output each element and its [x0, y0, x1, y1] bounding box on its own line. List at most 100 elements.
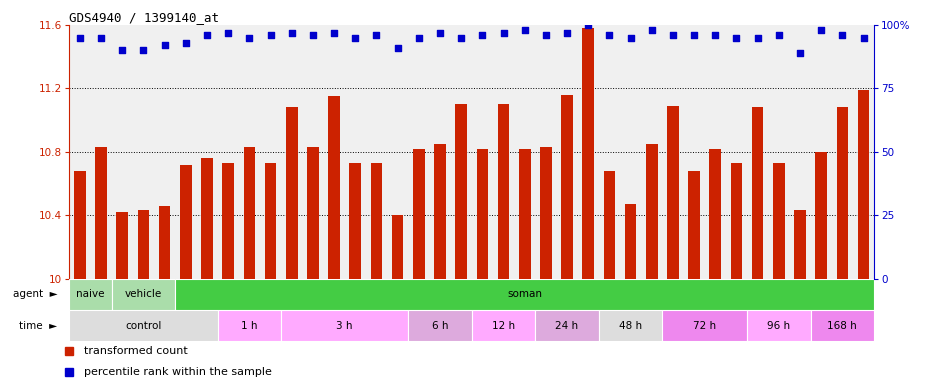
Bar — [795, 210, 806, 279]
Bar — [112, 279, 175, 310]
Bar — [434, 144, 446, 279]
Text: 48 h: 48 h — [619, 321, 642, 331]
Text: GDS4940 / 1399140_at: GDS4940 / 1399140_at — [69, 11, 219, 24]
Bar — [69, 279, 112, 310]
Bar — [752, 108, 763, 279]
Point — [793, 50, 808, 56]
Bar — [561, 95, 573, 279]
Bar — [815, 152, 827, 279]
Text: agent  ►: agent ► — [13, 289, 57, 299]
Bar — [350, 163, 361, 279]
Point — [200, 32, 215, 38]
Bar — [455, 104, 467, 279]
Text: 1 h: 1 h — [241, 321, 258, 331]
Point — [242, 35, 257, 41]
Bar — [265, 163, 277, 279]
Bar — [74, 171, 86, 279]
Bar — [371, 163, 382, 279]
Bar — [598, 310, 662, 341]
Bar — [624, 204, 636, 279]
Bar — [217, 310, 281, 341]
Bar — [408, 310, 472, 341]
Bar — [662, 310, 747, 341]
Text: percentile rank within the sample: percentile rank within the sample — [84, 367, 272, 377]
Point — [369, 32, 384, 38]
Point — [645, 27, 660, 33]
Point — [771, 32, 786, 38]
Text: control: control — [125, 321, 162, 331]
Text: 168 h: 168 h — [828, 321, 857, 331]
Bar — [519, 149, 531, 279]
Bar — [667, 106, 679, 279]
Bar — [69, 310, 217, 341]
Point — [327, 30, 341, 36]
Text: 6 h: 6 h — [432, 321, 449, 331]
Point — [348, 35, 363, 41]
Bar — [180, 164, 191, 279]
Bar — [731, 163, 742, 279]
Bar — [604, 171, 615, 279]
Bar — [836, 108, 848, 279]
Text: 3 h: 3 h — [337, 321, 353, 331]
Bar — [328, 96, 339, 279]
Bar — [117, 212, 129, 279]
Text: time  ►: time ► — [19, 321, 57, 331]
Point — [581, 22, 596, 28]
Text: transformed count: transformed count — [84, 346, 188, 356]
Text: 12 h: 12 h — [492, 321, 515, 331]
Bar — [95, 147, 107, 279]
Bar — [476, 149, 488, 279]
Point — [93, 35, 108, 41]
Text: 72 h: 72 h — [693, 321, 716, 331]
Bar — [773, 163, 784, 279]
Text: 96 h: 96 h — [767, 321, 790, 331]
Bar — [536, 310, 598, 341]
Bar — [281, 310, 408, 341]
Point — [857, 35, 871, 41]
Point — [538, 32, 553, 38]
Point — [835, 32, 850, 38]
Point — [750, 35, 765, 41]
Bar — [472, 310, 536, 341]
Point — [454, 35, 469, 41]
Point — [284, 30, 299, 36]
Bar — [202, 158, 213, 279]
Point — [157, 42, 172, 48]
Bar — [159, 206, 170, 279]
Point — [623, 35, 638, 41]
Point — [412, 35, 426, 41]
Text: soman: soman — [507, 289, 542, 299]
Bar — [540, 147, 551, 279]
Point — [475, 32, 489, 38]
Bar — [222, 163, 234, 279]
Point — [221, 30, 236, 36]
Point — [729, 35, 744, 41]
Point — [263, 32, 278, 38]
Point — [115, 47, 130, 53]
Point — [136, 47, 151, 53]
Point — [665, 32, 680, 38]
Point — [72, 35, 87, 41]
Bar — [583, 28, 594, 279]
Text: 24 h: 24 h — [556, 321, 579, 331]
Bar — [286, 108, 298, 279]
Bar — [810, 310, 874, 341]
Point — [305, 32, 320, 38]
Text: vehicle: vehicle — [125, 289, 162, 299]
Bar — [688, 171, 700, 279]
Point — [708, 32, 722, 38]
Point — [602, 32, 617, 38]
Bar — [498, 104, 510, 279]
Bar — [138, 210, 149, 279]
Bar — [175, 279, 874, 310]
Bar — [243, 147, 255, 279]
Point — [686, 32, 701, 38]
Bar — [747, 310, 810, 341]
Point — [517, 27, 532, 33]
Bar — [646, 144, 658, 279]
Text: naive: naive — [76, 289, 105, 299]
Point — [179, 40, 193, 46]
Point — [390, 45, 405, 51]
Bar — [307, 147, 319, 279]
Point — [496, 30, 511, 36]
